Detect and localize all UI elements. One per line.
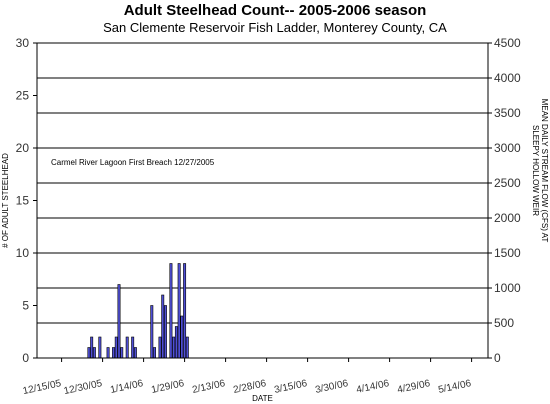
- breach-annotation: Carmel River Lagoon First Breach 12/27/2…: [51, 158, 215, 167]
- bar: [117, 284, 121, 359]
- left-axis-title: # OF ADULT STEELHEAD: [1, 153, 10, 248]
- bar: [174, 326, 178, 359]
- bar: [177, 263, 181, 359]
- right-tick-label: 4000: [494, 71, 521, 85]
- bar: [180, 315, 184, 359]
- left-tick-label: 15: [16, 194, 30, 208]
- bar: [131, 336, 135, 359]
- right-tick-label: 4500: [494, 36, 521, 50]
- x-axis-title: DATE: [252, 394, 273, 403]
- chart-title: Adult Steelhead Count-- 2005-2006 season: [123, 2, 427, 19]
- left-axis: 0 5 10 15 20 25 30: [16, 36, 37, 365]
- bar: [114, 336, 118, 359]
- right-tick-label: 1000: [494, 281, 521, 295]
- bar: [185, 336, 189, 359]
- right-tick-label: 500: [494, 316, 514, 330]
- left-tick-label: 25: [16, 89, 30, 103]
- bar: [183, 263, 187, 359]
- chart-subtitle: San Clemente Reservoir Fish Ladder, Mont…: [103, 20, 447, 35]
- bar: [125, 336, 129, 359]
- bars: [87, 263, 189, 359]
- x-tick-label: 5/14/06: [437, 378, 472, 396]
- bar: [172, 336, 176, 359]
- bar: [169, 263, 173, 359]
- bar: [106, 347, 110, 359]
- right-tick-label: 1500: [494, 246, 521, 260]
- x-tick-label: 1/29/06: [150, 378, 185, 396]
- x-tick-label: 2/13/06: [191, 378, 226, 396]
- right-tick-label: 2500: [494, 176, 521, 190]
- plot-frame: [36, 42, 489, 359]
- bar: [87, 347, 91, 359]
- bar: [112, 347, 115, 359]
- x-tick-label: 12/15/05: [22, 378, 63, 397]
- right-axis: 0 500 1000 1500 2000 2500 3000 3500 4000 4500: [488, 36, 521, 365]
- bar: [161, 294, 165, 359]
- gridlines: [37, 77, 488, 324]
- bar: [158, 336, 162, 359]
- left-tick-label: 5: [22, 299, 29, 313]
- bar: [92, 347, 96, 359]
- bar: [120, 347, 124, 359]
- bar: [153, 347, 156, 359]
- right-tick-label: 2000: [494, 211, 521, 225]
- right-axis-title-line1: MEAN DAILY STREAM FLOW (CFS) AT: [540, 99, 549, 243]
- x-axis: 12/15/05 12/30/05 1/14/06 1/29/06 2/13/06 2/2…: [22, 358, 473, 397]
- x-tick-label: 4/29/06: [396, 378, 431, 396]
- x-tick-label: 4/14/06: [355, 378, 390, 396]
- bar: [98, 336, 102, 359]
- x-tick-label: 1/14/06: [109, 378, 144, 396]
- x-tick-label: 3/15/06: [273, 378, 308, 396]
- x-tick-label: 3/30/06: [314, 378, 349, 396]
- left-tick-label: 20: [16, 141, 30, 155]
- bar: [164, 305, 167, 359]
- right-tick-label: 3000: [494, 141, 521, 155]
- right-tick-label: 0: [494, 351, 501, 365]
- right-tick-label: 3500: [494, 106, 521, 120]
- left-tick-label: 10: [16, 246, 30, 260]
- left-tick-label: 30: [16, 36, 30, 50]
- bar: [90, 336, 94, 359]
- bar: [150, 305, 154, 359]
- bar: [133, 347, 137, 359]
- left-tick-label: 0: [22, 351, 29, 365]
- x-tick-label: 12/30/05: [63, 378, 104, 397]
- right-axis-title-line2: SLEEPY HOLLOW WEIR: [531, 125, 540, 216]
